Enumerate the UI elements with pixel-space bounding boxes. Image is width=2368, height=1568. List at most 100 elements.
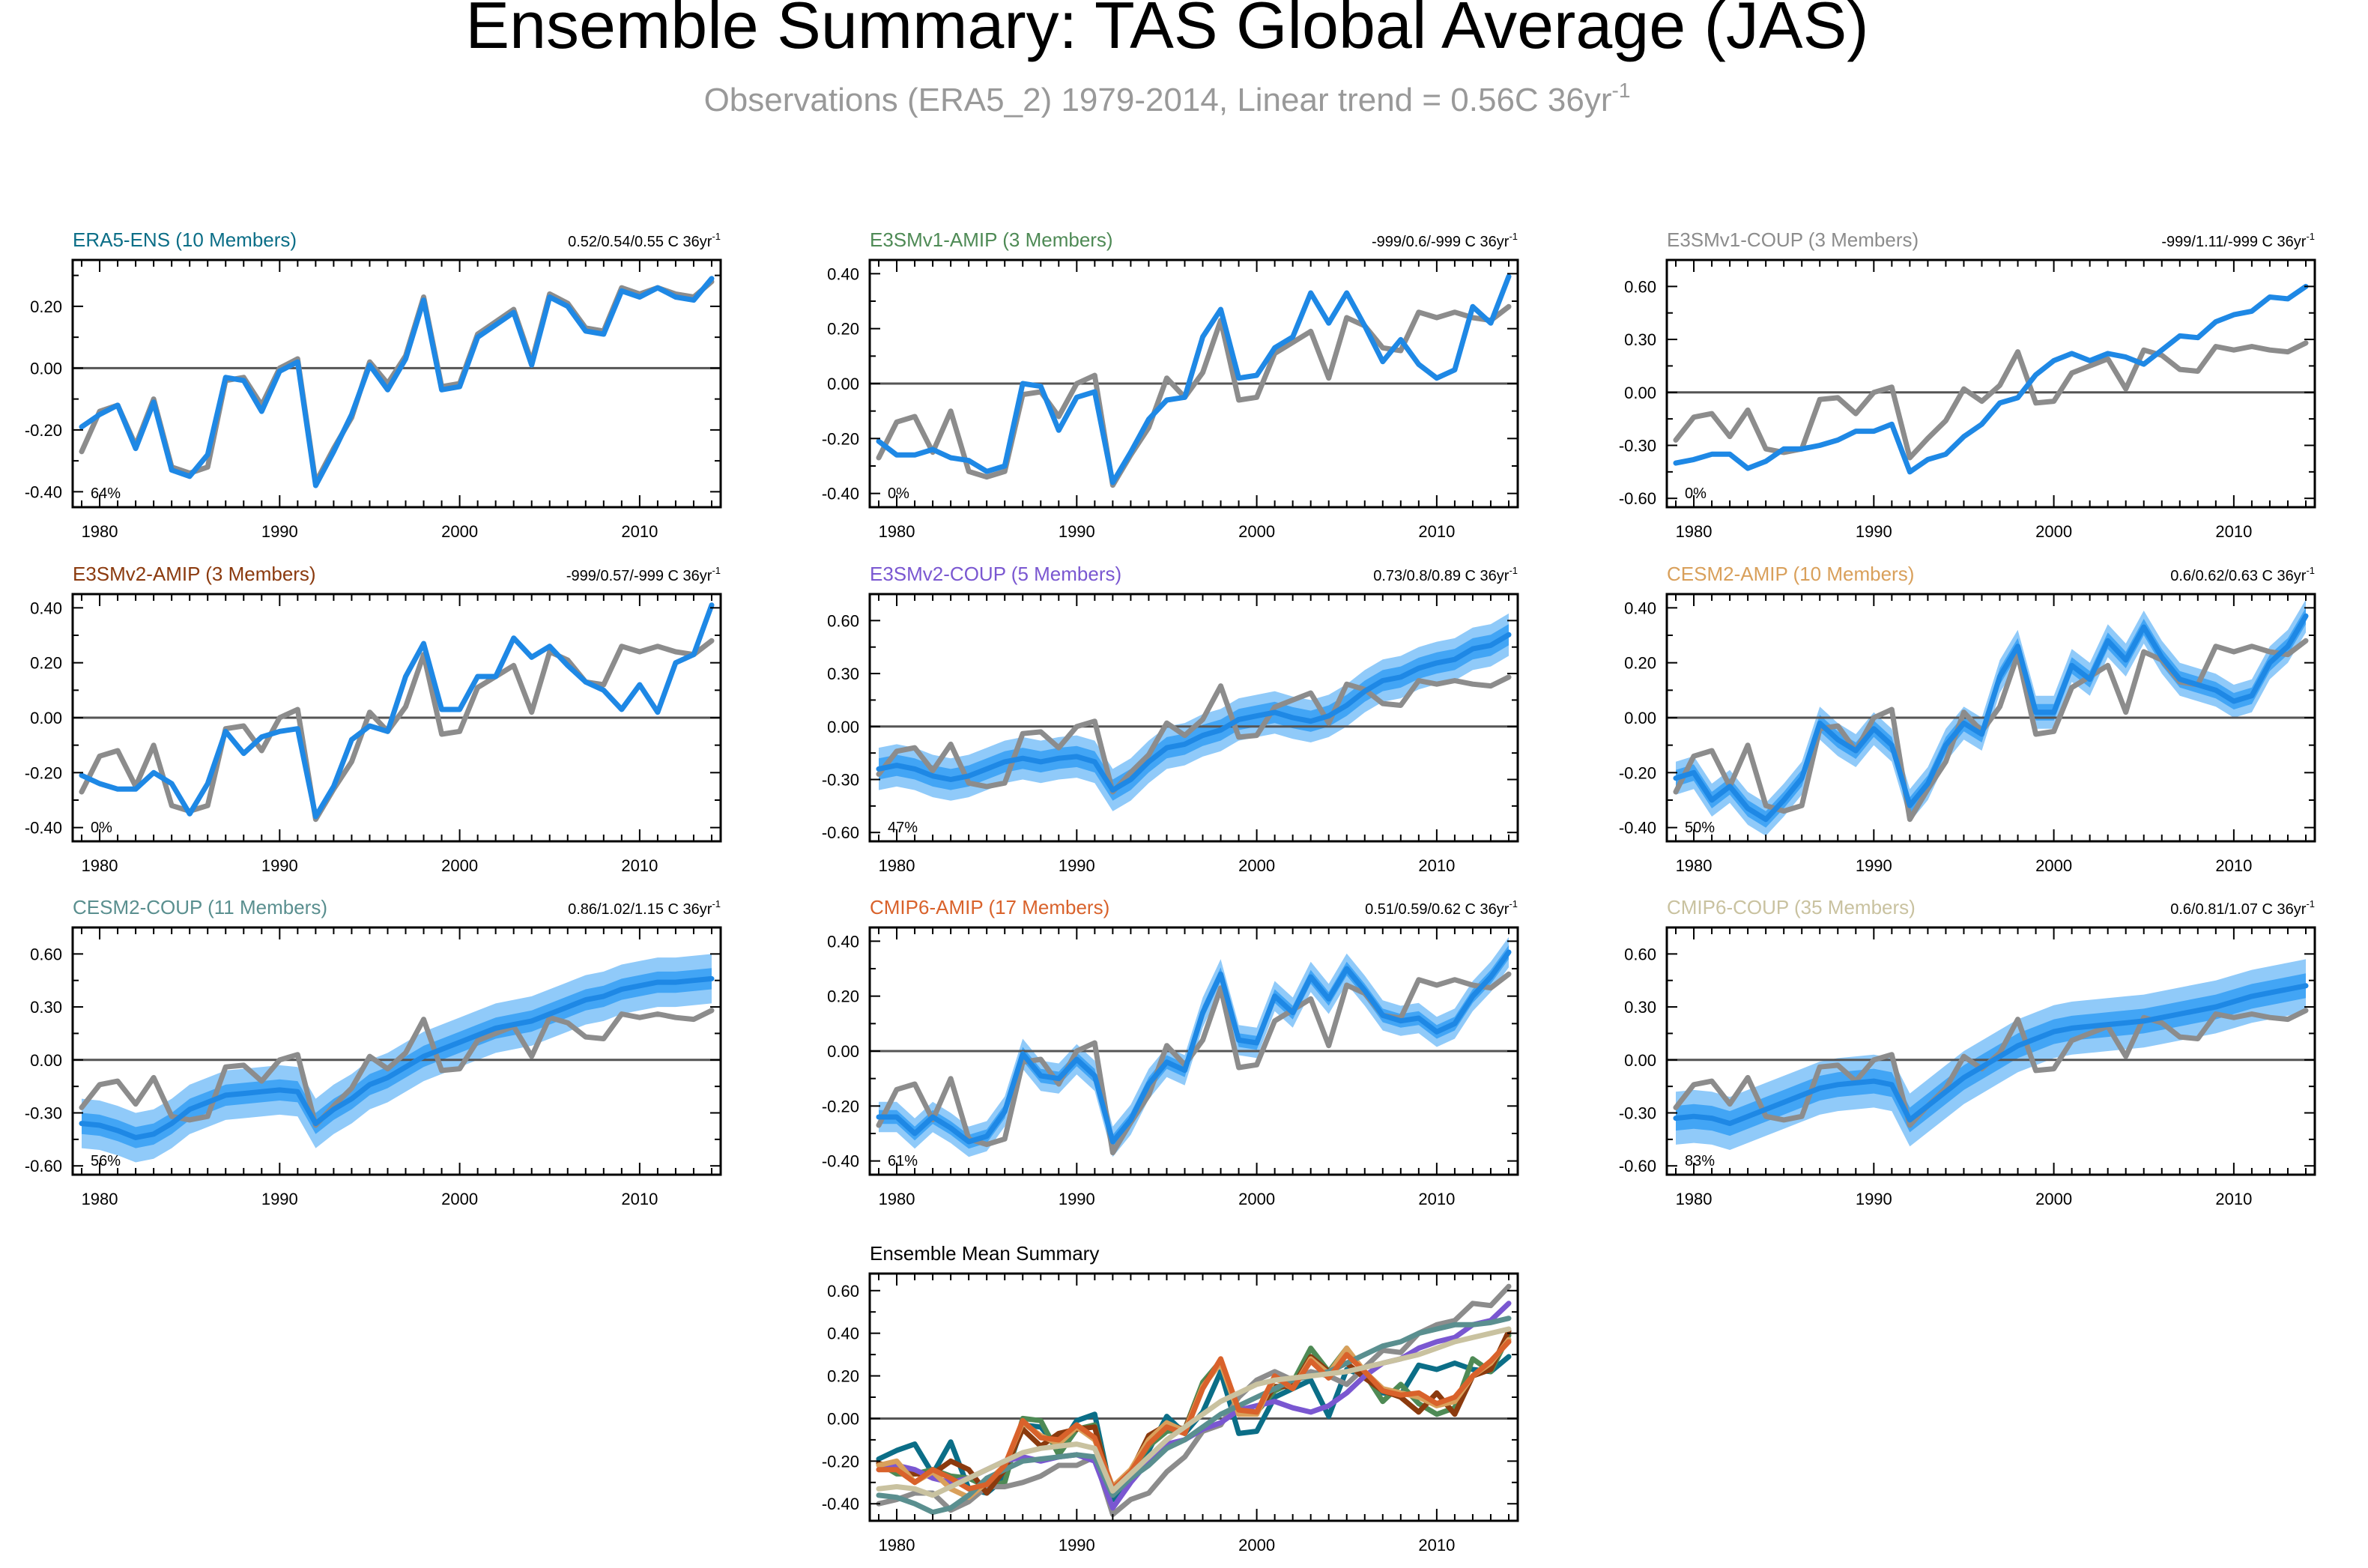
x-tick-label: 1980 — [82, 1190, 118, 1208]
trend-unit-sup: -1 — [1509, 565, 1518, 576]
panel-5: E3SMv2-COUP (5 Members) 0.73/0.8/0.89 C 3… — [822, 563, 1519, 875]
figure-subtitle-sup: -1 — [1612, 79, 1631, 102]
y-tick-label: 0.00 — [827, 1042, 859, 1061]
panel-percent: 0% — [1685, 485, 1707, 502]
x-tick-label: 1990 — [1059, 1190, 1095, 1208]
y-tick-label: -0.40 — [822, 1152, 859, 1171]
y-tick-label: -0.60 — [25, 1157, 62, 1175]
panel-percent: 50% — [1685, 820, 1715, 836]
panel-frame — [868, 593, 1519, 843]
figure-subtitle: Observations (ERA5_2) 1979-2014, Linear … — [704, 79, 1631, 118]
x-tick-label: 2000 — [2035, 856, 2072, 875]
x-tick-label: 2000 — [441, 1190, 478, 1208]
panels: ERA5-EN​S (10 Members) 0.52/0.54/0.55 C 3… — [25, 228, 2316, 1555]
panel-data — [73, 276, 721, 488]
panel-trend: 0.73/0.8/0.89 C 36yr-1 — [1373, 565, 1518, 584]
y-tick-label: -0.60 — [1619, 489, 1656, 508]
panel-4: E3SMv2-AMIP (3 Members) -999/0.57/-999 C … — [25, 563, 722, 875]
obs-line — [79, 279, 715, 485]
panel-data — [870, 273, 1518, 488]
ensemble-mean-line — [79, 975, 715, 1140]
trend-unit-sup: -1 — [1509, 231, 1518, 242]
x-tick-label: 1980 — [82, 522, 118, 541]
panel-data — [870, 613, 1518, 811]
x-tick-label: 1990 — [261, 856, 298, 875]
x-tick-label: 2010 — [621, 856, 658, 875]
trend-unit-sup: -1 — [712, 231, 721, 242]
panel-frame — [1665, 926, 2316, 1176]
x-tick-label: 1990 — [1856, 1190, 1892, 1208]
y-tick-label: -0.40 — [25, 482, 62, 501]
panel-title: CMIP6-AMIP (17 Members) — [870, 896, 1109, 918]
x-tick-label: 2010 — [1418, 1536, 1455, 1555]
trend-unit-sup: -1 — [2306, 231, 2315, 242]
panel-1: ERA5-EN​S (10 Members) 0.52/0.54/0.55 C 3… — [25, 228, 722, 541]
obs-line — [1673, 340, 2309, 461]
panel-title: ERA5-EN​S (10 Members) — [73, 228, 297, 251]
panel-trend: 0.51/0.59/0.62 C 36yr-1 — [1365, 898, 1518, 918]
y-tick-label: -0.60 — [1619, 1157, 1656, 1175]
y-tick-label: 0.60 — [1624, 945, 1656, 963]
y-tick-label: -0.40 — [25, 819, 62, 838]
panel-data — [1667, 599, 2315, 836]
ensemble-mean-line — [79, 276, 715, 488]
trend-values: 0.52/0.54/0.55 C 36yr — [568, 234, 712, 250]
x-tick-label: 2010 — [2215, 1190, 2252, 1208]
x-tick-label: 1990 — [1059, 522, 1095, 541]
y-tick-label: -0.30 — [1619, 1104, 1656, 1123]
y-tick-label: 0.60 — [827, 611, 859, 630]
panel-trend: 0.6/0.62/0.63 C 36yr-1 — [2170, 565, 2315, 584]
x-tick-label: 1980 — [879, 856, 915, 875]
y-tick-label: 0.00 — [30, 709, 62, 727]
trend-values: -999/0.57/-999 C 36yr — [566, 568, 712, 584]
x-tick-label: 2000 — [1238, 1190, 1275, 1208]
x-tick-label: 2010 — [621, 522, 658, 541]
obs-line — [876, 674, 1512, 795]
y-tick-label: 0.60 — [30, 945, 62, 963]
y-tick-label: -0.20 — [822, 1097, 859, 1116]
panel-8: CMIP6-AMIP (17 Members) 0.51/0.59/0.62 C … — [822, 896, 1519, 1208]
y-tick-label: -0.20 — [25, 421, 62, 440]
ensemble-mean-line — [876, 273, 1512, 485]
y-tick-label: -0.30 — [1619, 437, 1656, 455]
x-tick-label: 2010 — [1418, 522, 1455, 541]
y-tick-label: -0.20 — [1619, 763, 1656, 782]
trend-values: 0.86/1.02/1.15 C 36yr — [568, 901, 712, 918]
panel-title: CMIP6-COUP (35 Members) — [1667, 896, 1916, 918]
x-tick-label: 1980 — [1676, 856, 1713, 875]
trend-values: -999/0.6/-999 C 36yr — [1372, 234, 1509, 250]
x-tick-label: 2000 — [1238, 522, 1275, 541]
x-tick-label: 2000 — [441, 856, 478, 875]
x-tick-label: 1980 — [1676, 1190, 1713, 1208]
panel-trend: -999/0.6/-999 C 36yr-1 — [1372, 231, 1518, 250]
y-tick-label: -0.40 — [1619, 819, 1656, 838]
trend-unit-sup: -1 — [2306, 898, 2315, 909]
x-tick-label: 1990 — [1059, 856, 1095, 875]
series-line-8 — [876, 1339, 1512, 1492]
y-tick-label: 0.00 — [827, 375, 859, 393]
y-tick-label: 0.40 — [827, 264, 859, 283]
trend-values: 0.51/0.59/0.62 C 36yr — [1365, 901, 1509, 918]
panel-6: CESM2-AMIP (10 Members) 0.6/0.62/0.63 C 3… — [1619, 563, 2316, 875]
x-tick-label: 1990 — [1059, 1536, 1095, 1555]
y-tick-label: 0.00 — [30, 1051, 62, 1070]
x-tick-label: 2000 — [1238, 856, 1275, 875]
x-tick-label: 1980 — [879, 522, 915, 541]
panel-percent: 83% — [1685, 1153, 1715, 1169]
panel-3: E3SMv1-COUP (3 Members) -999/1.11/-999 C … — [1619, 228, 2316, 541]
y-tick-label: 0.20 — [827, 987, 859, 1006]
y-tick-label: 0.40 — [827, 932, 859, 951]
panel-data — [870, 936, 1518, 1157]
y-tick-label: 0.00 — [1624, 709, 1656, 727]
panel-title: CESM2-COUP (11 Members) — [73, 896, 327, 918]
y-tick-label: 0.60 — [1624, 277, 1656, 296]
trend-unit-sup: -1 — [2306, 565, 2315, 576]
panel-title: E3SMv1-COUP (3 Members) — [1667, 228, 1919, 251]
y-tick-label: 0.40 — [827, 1325, 859, 1343]
panel-trend: 0.86/1.02/1.15 C 36yr-1 — [568, 898, 721, 918]
x-tick-label: 2010 — [2215, 856, 2252, 875]
panel-frame — [71, 258, 722, 509]
panel-title: E3SMv2-AMIP (3 Members) — [73, 563, 316, 585]
x-tick-label: 1980 — [879, 1190, 915, 1208]
y-tick-label: 0.30 — [827, 665, 859, 683]
